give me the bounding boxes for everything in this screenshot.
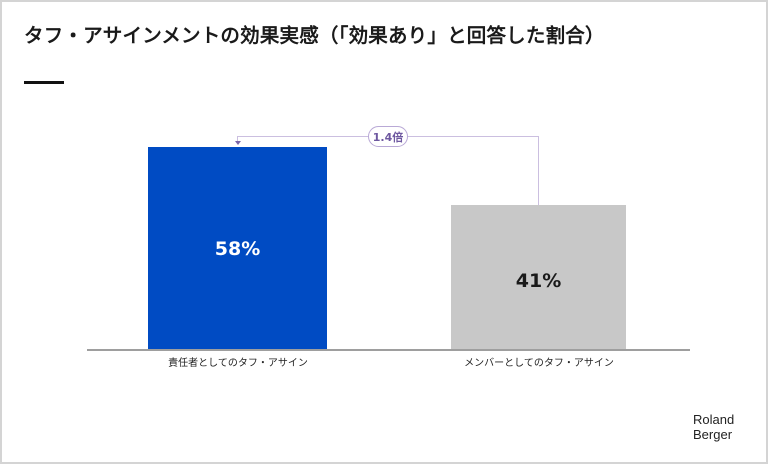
bar-leader-assignment: 58% <box>148 147 327 350</box>
roland-berger-logo: Roland Berger <box>693 412 734 442</box>
title-underline-rule <box>24 81 64 84</box>
ratio-badge: 1.4倍 <box>368 126 408 147</box>
category-label: 責任者としてのタフ・アサイン <box>168 358 308 369</box>
bar-value-label: 41% <box>515 270 562 292</box>
category-label: メンバーとしてのタフ・アサイン <box>464 358 614 369</box>
bar-value-label: 58% <box>214 237 261 260</box>
arrow-down-icon <box>235 141 241 145</box>
logo-line-2: Berger <box>693 427 733 442</box>
logo-line-1: Roland <box>693 412 735 427</box>
bar-member-assignment: 41% <box>451 205 626 350</box>
comparison-connector-left <box>237 136 238 142</box>
comparison-connector-right <box>538 136 539 205</box>
chart-title: タフ・アサインメントの効果実感（「効果あり」と回答した割合） <box>24 24 605 47</box>
x-axis-baseline <box>87 349 690 351</box>
